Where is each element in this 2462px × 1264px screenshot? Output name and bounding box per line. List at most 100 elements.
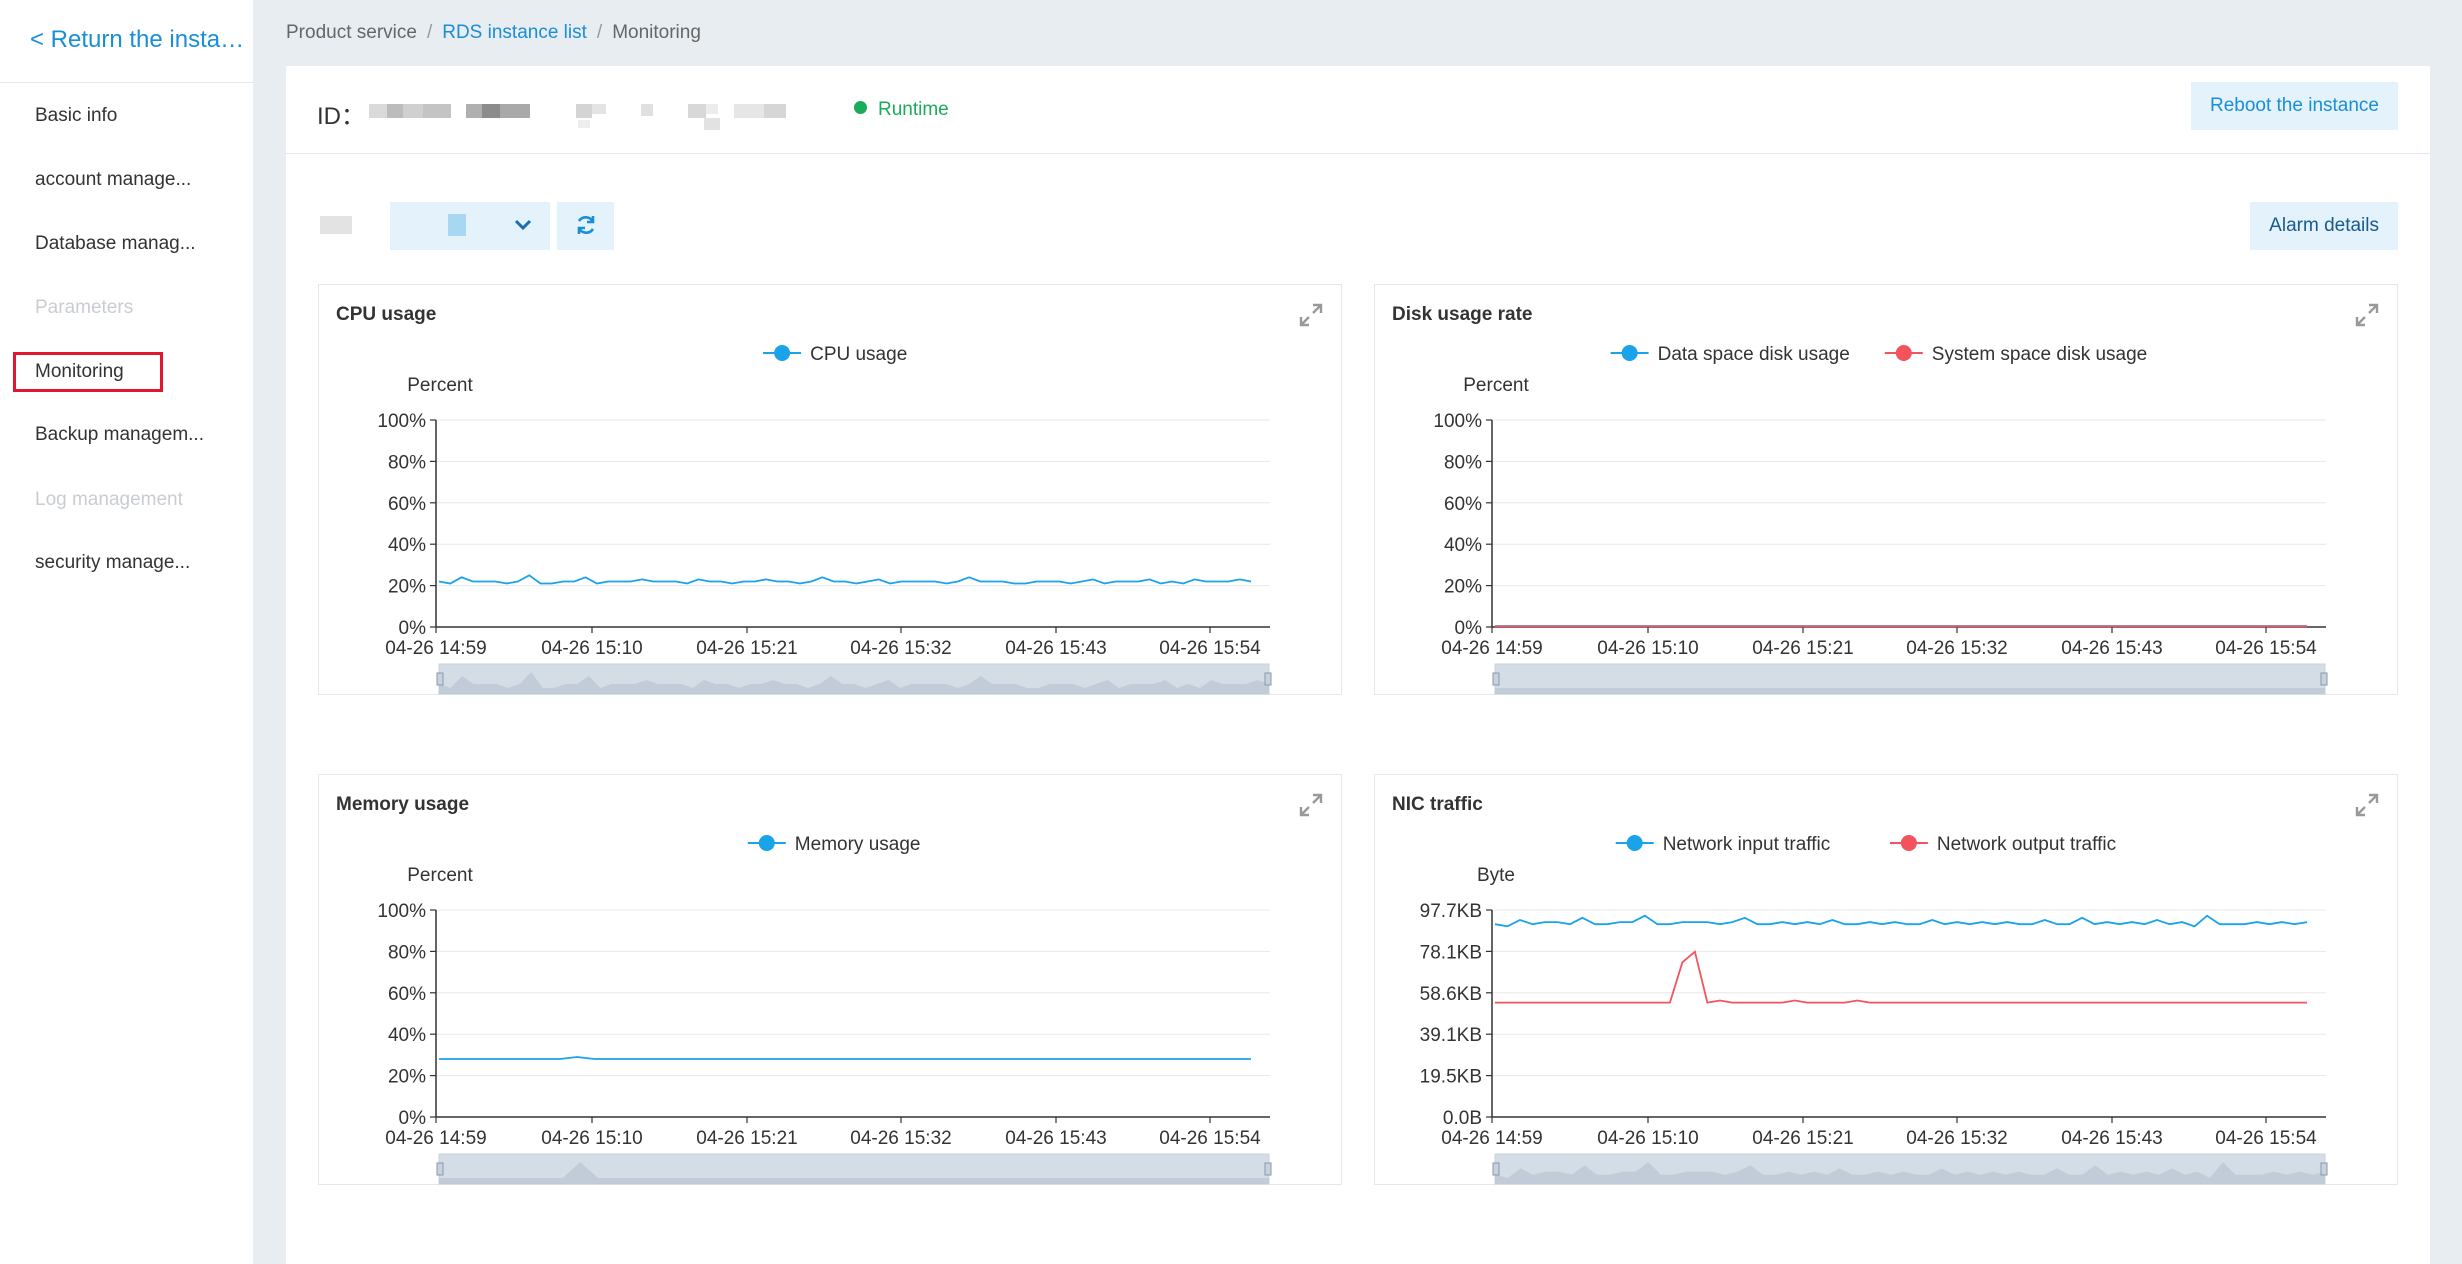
status-label: Runtime xyxy=(878,99,949,120)
y-tick-label: 40% xyxy=(388,1025,426,1046)
y-tick-label: 40% xyxy=(388,535,426,556)
chevron-down-icon xyxy=(513,214,533,242)
memory-usage-chart: Memory usage Percent 0% 20% 40% 60% 80% 100% 04-… xyxy=(377,834,1272,1185)
sidebar-item-account-management[interactable]: account manage... xyxy=(35,169,192,190)
memory-usage-chart-card: Memory usage Memory usage Percent 0% 20% 40%… xyxy=(318,774,1342,1185)
y-axis-label: Percent xyxy=(407,865,473,886)
time-range-select[interactable] xyxy=(390,202,550,250)
y-tick-label: 58.6KB xyxy=(1420,984,1482,1005)
x-tick-label: 04-26 15:21 xyxy=(696,638,797,659)
sidebar: < Return the instan... Basic info accoun… xyxy=(0,0,253,1264)
sidebar-divider xyxy=(0,82,253,83)
y-tick-label: 97.7KB xyxy=(1420,901,1482,922)
x-tick-label: 04-26 14:59 xyxy=(385,1128,486,1149)
sidebar-item-basic-info[interactable]: Basic info xyxy=(35,105,118,126)
y-axis-label: Percent xyxy=(1463,375,1529,396)
x-tick-label: 04-26 15:43 xyxy=(1005,1128,1106,1149)
x-tick-label: 04-26 15:10 xyxy=(541,638,642,659)
refresh-icon xyxy=(574,212,598,239)
series-line-0 xyxy=(439,1056,1251,1060)
series-line-0 xyxy=(438,574,1252,585)
return-instance-link[interactable]: < Return the instan... xyxy=(30,26,252,53)
y-tick-label: 40% xyxy=(1444,535,1482,556)
x-tick-label: 04-26 14:59 xyxy=(1441,1128,1542,1149)
expand-icon[interactable] xyxy=(1297,301,1325,329)
x-tick-label: 04-26 15:32 xyxy=(1906,1128,2007,1149)
reboot-instance-button[interactable]: Reboot the instance xyxy=(2190,82,2398,130)
breadcrumb-separator: / xyxy=(426,22,433,43)
y-tick-label: 60% xyxy=(388,494,426,515)
legend-marker-0 xyxy=(1621,345,1638,361)
y-tick-label: 0% xyxy=(399,1108,427,1129)
sidebar-item-log-management: Log management xyxy=(35,489,183,510)
legend-label-0: Network input traffic xyxy=(1663,834,1831,855)
legend-label-1: Network output traffic xyxy=(1937,834,2116,855)
y-tick-label: 80% xyxy=(388,452,426,473)
x-tick-label: 04-26 15:21 xyxy=(1752,638,1853,659)
zoom-handle-left xyxy=(1492,672,1500,686)
main-panel: ID： Runtime Reboot the instance xyxy=(286,66,2430,1264)
y-axis-label: Percent xyxy=(407,375,473,396)
disk-usage-chart: Data space disk usage System space disk u… xyxy=(1433,344,2328,695)
cpu-usage-chart: CPU usage Percent 0% 20% 40% 60% 80% 100% 04-26 … xyxy=(377,344,1272,695)
nic-traffic-chart-card: NIC traffic Network input traffic Network… xyxy=(1374,774,2398,1185)
x-tick-label: 04-26 15:10 xyxy=(1597,638,1698,659)
x-tick-label: 04-26 14:59 xyxy=(1441,638,1542,659)
zoom-slider-shadow xyxy=(1495,688,2325,694)
x-tick-label: 04-26 14:59 xyxy=(385,638,486,659)
instance-id-label: ID： xyxy=(317,103,365,130)
x-tick-label: 04-26 15:43 xyxy=(2061,638,2162,659)
chart-title: Disk usage rate xyxy=(1392,304,1533,325)
expand-icon[interactable] xyxy=(1297,791,1325,819)
expand-icon[interactable] xyxy=(2353,791,2381,819)
legend-marker-0 xyxy=(758,835,775,851)
instance-status: Runtime xyxy=(854,99,949,121)
x-tick-label: 04-26 15:32 xyxy=(850,1128,951,1149)
zoom-slider-shadow xyxy=(439,1162,1269,1184)
x-tick-label: 04-26 15:21 xyxy=(696,1128,797,1149)
legend-marker-0 xyxy=(1626,835,1643,851)
legend-marker-1 xyxy=(1900,835,1917,851)
legend-label-1: System space disk usage xyxy=(1932,344,2147,365)
y-tick-label: 78.1KB xyxy=(1420,942,1482,963)
y-tick-label: 60% xyxy=(388,984,426,1005)
breadcrumb-rds-instance-list[interactable]: RDS instance list xyxy=(442,22,587,43)
instance-header: ID： Runtime Reboot the instance xyxy=(286,66,2430,154)
y-tick-label: 20% xyxy=(388,1067,426,1088)
y-tick-label: 0% xyxy=(1455,618,1483,639)
series-line-1 xyxy=(1495,950,2307,1004)
y-tick-label: 60% xyxy=(1444,494,1482,515)
cpu-usage-chart-card: CPU usage CPU usage Percent 0% 20% 40% 60% 80%… xyxy=(318,284,1342,695)
y-tick-label: 100% xyxy=(377,411,426,432)
legend-label-0: Memory usage xyxy=(795,834,921,855)
nic-traffic-chart: Network input traffic Network output traf… xyxy=(1420,834,2328,1185)
zoom-slider-shadow xyxy=(439,672,1269,694)
sidebar-item-security-management[interactable]: security manage... xyxy=(35,552,191,573)
y-tick-label: 80% xyxy=(388,942,426,963)
y-tick-label: 0.0B xyxy=(1443,1108,1482,1129)
x-tick-label: 04-26 15:32 xyxy=(850,638,951,659)
disk-usage-chart-card: Disk usage rate Data space disk usage Sys… xyxy=(1374,284,2398,695)
y-tick-label: 20% xyxy=(1444,577,1482,598)
monitoring-toolbar: Alarm details xyxy=(286,202,2430,250)
zoom-handle-left xyxy=(436,672,444,686)
legend-marker-0 xyxy=(774,345,791,361)
expand-icon[interactable] xyxy=(2353,301,2381,329)
x-tick-label: 04-26 15:10 xyxy=(1597,1128,1698,1149)
breadcrumb-product-service[interactable]: Product service xyxy=(286,22,417,43)
zoom-handle-right xyxy=(2320,1162,2328,1176)
alarm-details-button[interactable]: Alarm details xyxy=(2250,202,2398,250)
series-line-0 xyxy=(1494,914,2308,928)
breadcrumb-monitoring: Monitoring xyxy=(612,22,701,43)
y-tick-label: 39.1KB xyxy=(1420,1025,1482,1046)
sidebar-item-backup-management[interactable]: Backup managem... xyxy=(35,424,204,445)
refresh-button[interactable] xyxy=(557,202,614,250)
chart-title: Memory usage xyxy=(336,794,470,815)
y-tick-label: 100% xyxy=(1433,411,1482,432)
sidebar-item-database-management[interactable]: Database manag... xyxy=(35,233,196,254)
sidebar-item-monitoring[interactable]: Monitoring xyxy=(13,352,163,392)
time-range-value-redacted xyxy=(448,214,466,236)
x-tick-label: 04-26 15:43 xyxy=(2061,1128,2162,1149)
zoom-handle-left xyxy=(1492,1162,1500,1176)
zoom-handle-right xyxy=(2320,672,2328,686)
